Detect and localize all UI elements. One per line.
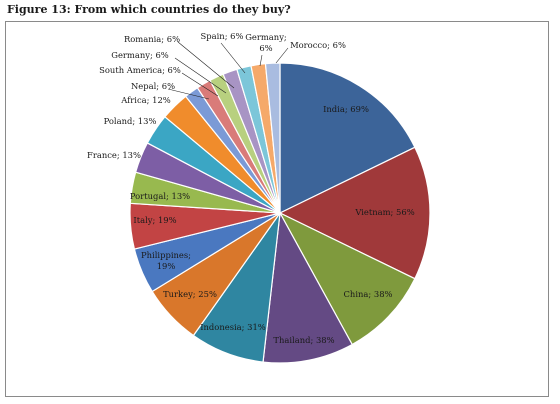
slice-label-germany-17: Germany; 6% <box>245 32 287 53</box>
slice-label-indonesia-4: Indonesia; 31% <box>200 322 266 332</box>
slice-label-india-0: India; 69% <box>323 104 369 114</box>
slice-label-romania-15: Romania; 6% <box>124 34 180 44</box>
slice-label-portugal-8: Portugal; 13% <box>130 191 190 201</box>
slice-label-poland-10: Poland; 13% <box>104 116 157 126</box>
leader-line-germany-17 <box>259 54 263 67</box>
slice-label-china-2: China; 38% <box>344 289 393 299</box>
slice-label-thailand-3: Thailand; 38% <box>273 335 334 345</box>
slice-label-italy-7: Italy; 19% <box>133 215 176 225</box>
slice-labels: India; 69% Vietnam; 56% China; 38% Thailand… <box>87 31 415 345</box>
pie-slice-thailand-3 <box>262 211 353 364</box>
slice-label-spain-16: Spain; 6% <box>201 31 244 41</box>
pie-slice-india-0 <box>279 62 416 214</box>
figure-title: Figure 13: From which countries do they … <box>7 3 291 16</box>
slice-label-morocco-18: Morocco; 6% <box>290 40 346 50</box>
leader-line-germany-14 <box>174 57 227 94</box>
leader-line-south-america-13 <box>181 72 219 97</box>
leader-line-spain-16 <box>220 42 246 74</box>
leader-line-romania-15 <box>177 41 235 89</box>
slice-label-germany-14: Germany; 6% <box>111 50 169 60</box>
slice-label-turkey-5: Turkey; 25% <box>163 289 217 299</box>
slice-label-vietnam-1: Vietnam; 56% <box>354 207 414 217</box>
leader-line-morocco-18 <box>275 47 289 64</box>
pie-slices <box>129 62 431 364</box>
slice-label-africa-11: Africa; 12% <box>120 95 171 105</box>
slice-label-france-9: France; 13% <box>87 150 141 160</box>
leader-line-nepal-12 <box>167 88 210 100</box>
slice-label-philippines-6: Philippines; 19% <box>141 250 191 271</box>
pie-slice-vietnam-1 <box>278 146 431 280</box>
pie-slice-china-2 <box>278 211 416 346</box>
slice-label-south-america-13: South America; 6% <box>99 65 181 75</box>
pie-slice-morocco-18 <box>264 62 281 214</box>
leader-lines <box>167 41 289 100</box>
slice-label-nepal-12: Nepal; 6% <box>131 81 175 91</box>
